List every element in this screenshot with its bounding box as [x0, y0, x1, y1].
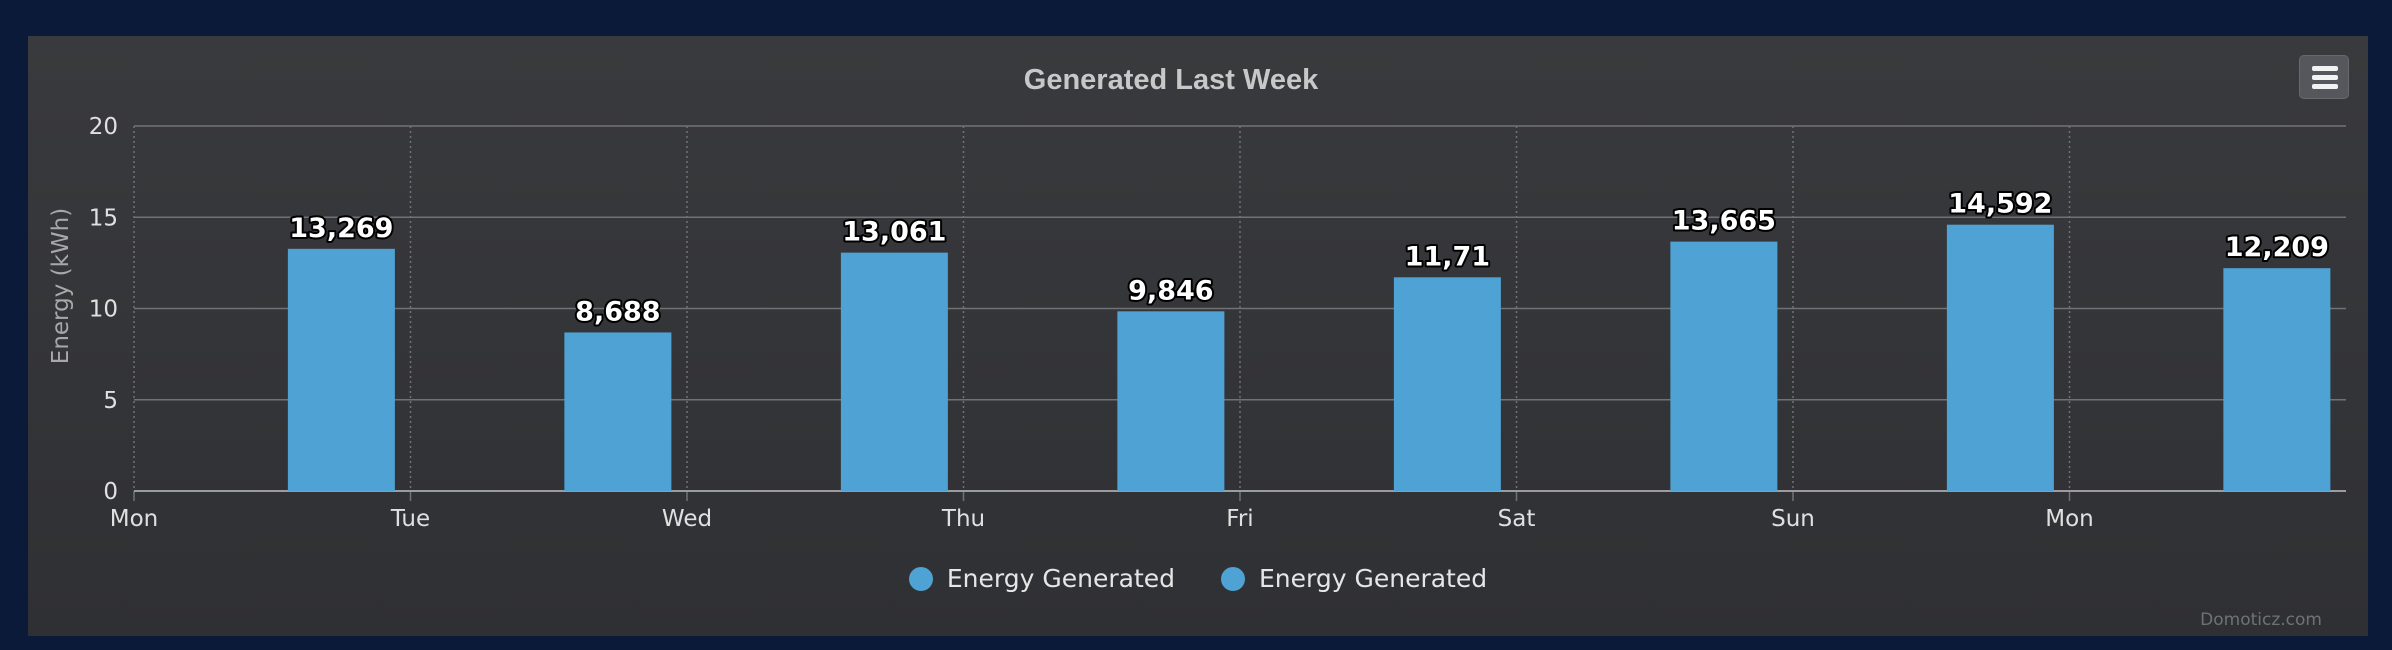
data-label: 13,061	[842, 217, 946, 248]
y-tick-label: 10	[89, 297, 118, 323]
credits-link[interactable]: Domoticz.com	[2200, 610, 2322, 630]
legend-item[interactable]: Energy Generated	[908, 564, 1175, 593]
bar	[564, 332, 672, 491]
data-label: 14,592	[1948, 189, 2052, 220]
x-tick-label: Thu	[941, 506, 985, 532]
data-labels: 13,269 8,688 13,061 9,846 11,71 13,665 14,592 1…	[287, 187, 2331, 330]
x-tick-label: Mon	[110, 506, 159, 532]
legend-dot	[1221, 566, 1245, 591]
x-tick-label: Tue	[390, 506, 430, 532]
bar	[1946, 224, 2054, 492]
bar	[1670, 241, 1778, 491]
legend: Energy Generated Energy Generated	[28, 564, 2368, 593]
x-tick-label: Mon	[2045, 506, 2094, 532]
y-tick-label: 20	[89, 114, 118, 140]
bar	[840, 252, 948, 491]
x-tick-label: Fri	[1226, 506, 1253, 532]
chart-title: Generated Last Week	[1024, 64, 1319, 96]
y-axis-label: Energy (kWh)	[48, 208, 74, 364]
bar	[2223, 268, 2331, 491]
x-tick-label: Sat	[1498, 506, 1536, 532]
legend-label: Energy Generated	[946, 564, 1175, 593]
chart-panel: Generated Last Week Energy (kWh) 13,269 8…	[28, 36, 2368, 636]
legend-label: Energy Generated	[1259, 564, 1488, 593]
data-label: 11,71	[1405, 241, 1490, 272]
data-label: 8,688	[575, 296, 660, 327]
bar	[287, 248, 395, 491]
data-label: 9,846	[1128, 275, 1213, 306]
data-label: 13,269	[289, 213, 393, 244]
bar-chart: Generated Last Week Energy (kWh) 13,269 8…	[48, 64, 2346, 532]
legend-dot	[908, 566, 933, 591]
hamburger-menu-icon[interactable]	[2299, 55, 2349, 99]
data-label: 12,209	[2225, 232, 2329, 263]
bars	[287, 224, 2331, 492]
bar	[1393, 277, 1501, 491]
data-label: 13,665	[1672, 206, 1776, 237]
y-tick-label: 0	[103, 479, 118, 505]
x-tick-label: Sun	[1771, 506, 1815, 532]
x-tick-label: Wed	[662, 506, 712, 532]
legend-item[interactable]: Energy Generated	[1221, 564, 1487, 593]
bar	[1117, 311, 1225, 491]
axis-ticks: 0 5 10 15 20 Mon Tue Wed Thu Fri Sat Sun Mon	[89, 114, 2094, 532]
y-tick-label: 5	[103, 388, 118, 414]
y-tick-label: 15	[89, 205, 118, 231]
